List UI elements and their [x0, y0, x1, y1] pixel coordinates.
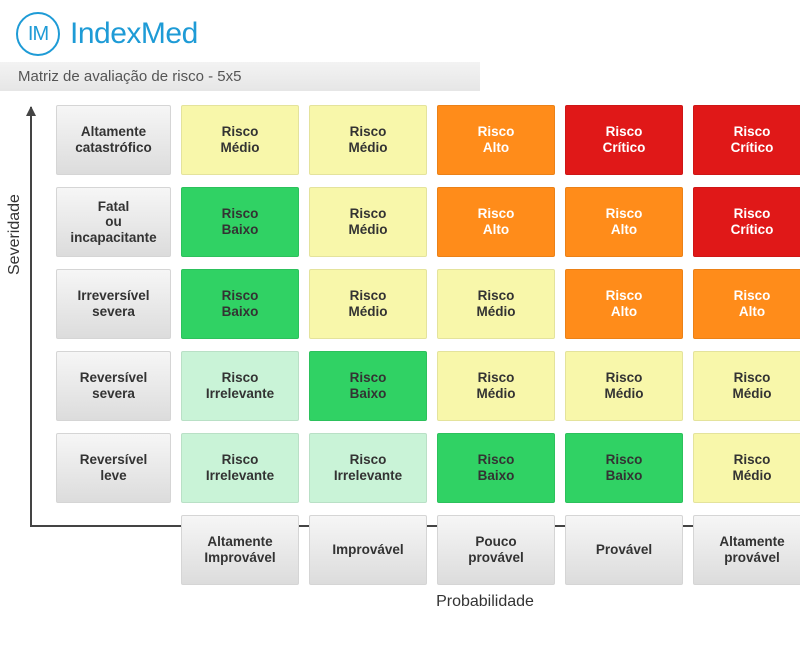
- severity-header: Fatalou incapacitante: [56, 187, 171, 257]
- probability-header: AltamenteImprovável: [181, 515, 299, 585]
- risk-cell: RiscoMédio: [693, 433, 800, 503]
- brand-header: IM IndexMed: [0, 0, 800, 62]
- risk-cell: RiscoAlto: [437, 105, 555, 175]
- risk-cell: RiscoCrítico: [565, 105, 683, 175]
- risk-cell: RiscoIrrelevante: [181, 433, 299, 503]
- probability-header: Altamenteprovável: [693, 515, 800, 585]
- logo-icon: IM: [16, 12, 60, 56]
- brand-name: IndexMed: [70, 17, 198, 51]
- risk-cell: RiscoIrrelevante: [309, 433, 427, 503]
- risk-cell: RiscoMédio: [181, 105, 299, 175]
- risk-cell: RiscoCrítico: [693, 187, 800, 257]
- probability-header: Provável: [565, 515, 683, 585]
- risk-cell: RiscoMédio: [309, 269, 427, 339]
- severity-header: Reversívelsevera: [56, 351, 171, 421]
- risk-cell: RiscoMédio: [309, 105, 427, 175]
- risk-cell: RiscoMédio: [693, 351, 800, 421]
- y-axis-label: Severidade: [6, 194, 24, 275]
- risk-cell: RiscoAlto: [565, 269, 683, 339]
- risk-cell: RiscoIrrelevante: [181, 351, 299, 421]
- x-axis-label: Probabilidade: [170, 593, 800, 611]
- risk-cell: RiscoMédio: [437, 269, 555, 339]
- severity-header: Reversívelleve: [56, 433, 171, 503]
- risk-cell: RiscoBaixo: [181, 269, 299, 339]
- risk-cell: RiscoAlto: [565, 187, 683, 257]
- risk-cell: RiscoBaixo: [437, 433, 555, 503]
- risk-cell: RiscoAlto: [437, 187, 555, 257]
- risk-cell: RiscoCrítico: [693, 105, 800, 175]
- risk-cell: RiscoAlto: [693, 269, 800, 339]
- severity-header: Irreversívelsevera: [56, 269, 171, 339]
- severity-header: Altamentecatastrófico: [56, 105, 171, 175]
- probability-header: Poucoprovável: [437, 515, 555, 585]
- probability-header: Improvável: [309, 515, 427, 585]
- risk-matrix: Severidade AltamentecatastróficoRiscoMéd…: [0, 105, 800, 611]
- risk-cell: RiscoBaixo: [565, 433, 683, 503]
- risk-cell: RiscoMédio: [565, 351, 683, 421]
- risk-cell: RiscoBaixo: [309, 351, 427, 421]
- risk-cell: RiscoBaixo: [181, 187, 299, 257]
- risk-cell: RiscoMédio: [309, 187, 427, 257]
- risk-cell: RiscoMédio: [437, 351, 555, 421]
- y-axis-arrow-icon: [30, 107, 32, 525]
- page-subtitle: Matriz de avaliação de risco - 5x5: [0, 62, 480, 91]
